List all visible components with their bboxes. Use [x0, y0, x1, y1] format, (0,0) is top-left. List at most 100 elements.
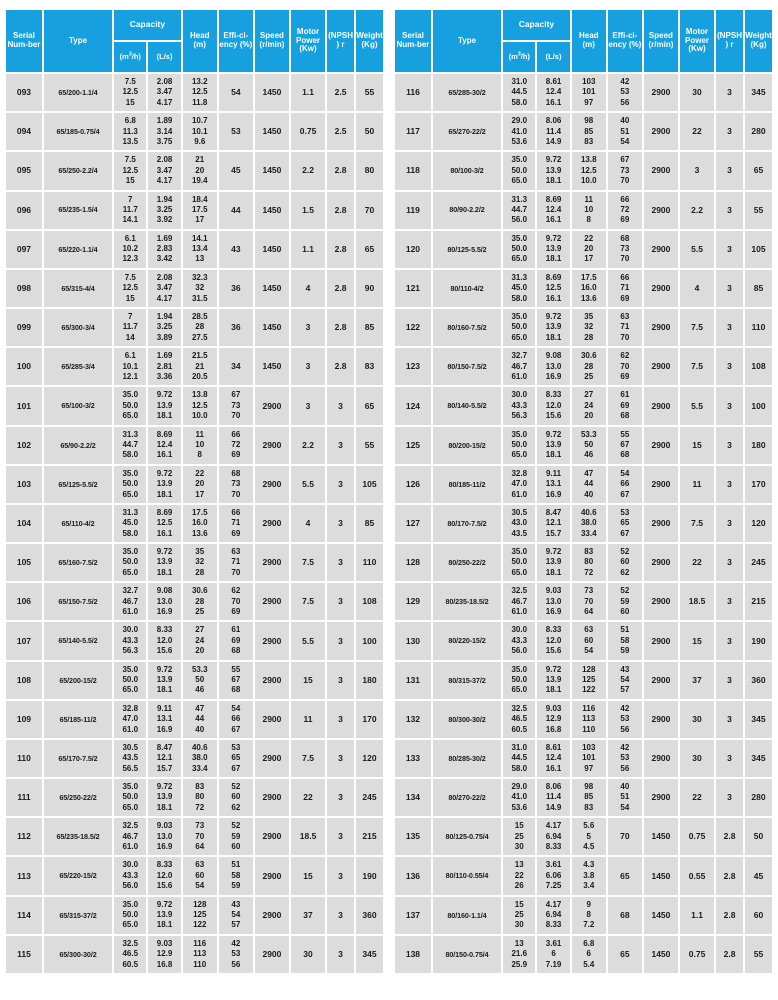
table-row: 102 65/90-2.2/2 31.3 44.7 58.0 8.69 12.4 16… — [6, 426, 383, 464]
cell-npshr: 3 — [327, 504, 354, 543]
cell-capacity-m3h: 31.3 44.7 58.0 — [114, 426, 147, 464]
cell-weight: 105 — [356, 465, 383, 503]
cell-type: 65/270-22/2 — [432, 113, 502, 151]
cell-speed: 1450 — [643, 935, 678, 973]
cell-efficiency: 55 67 68 — [607, 426, 642, 464]
cell-efficiency: 54 — [218, 74, 253, 112]
cell-npshr: 3 — [716, 152, 743, 190]
cell-head: 40.6 38.0 33.4 — [571, 504, 606, 543]
cell-head: 53.3 50 46 — [571, 426, 606, 464]
cell-type: 80/220-15/2 — [432, 622, 502, 660]
cell-serial-number: 138 — [395, 935, 431, 973]
cell-capacity-m3h: 32.5 46.7 61.0 — [503, 583, 536, 621]
table-row: 126 80/185-11/2 32.8 47.0 61.0 9.11 13.1 16… — [395, 465, 772, 503]
cell-npshr: 2.8 — [327, 152, 354, 190]
cell-serial-number: 124 — [395, 387, 431, 425]
cell-npshr: 3 — [716, 544, 743, 582]
cell-efficiency: 52 60 62 — [607, 544, 642, 582]
cell-type: 65/285-30/2 — [432, 74, 502, 112]
cell-efficiency: 54 66 67 — [218, 700, 253, 738]
cell-weight: 108 — [745, 348, 772, 386]
col-header-npshr: (NPSH) r — [716, 10, 743, 72]
cell-motor-power: 4 — [290, 269, 326, 308]
table-row: 128 80/250-22/2 35.0 50.0 65.0 9.72 13.9 18… — [395, 544, 772, 582]
cell-motor-power: 18.5 — [679, 583, 715, 621]
cell-type: 80/100-3/2 — [432, 152, 502, 190]
table-row: 100 65/285-3/4 6.1 10.1 12.1 1.69 2.81 3.36… — [6, 348, 383, 386]
cell-capacity-ls: 9.72 13.9 18.1 — [148, 779, 181, 817]
cell-head: 103 101 97 — [571, 74, 606, 112]
col-header-serial-number: Serial Num-ber — [6, 10, 42, 72]
cell-capacity-m3h: 31.3 45.0 58.0 — [114, 504, 147, 543]
cell-type: 65/160-7.5/2 — [43, 544, 113, 582]
cell-type: 80/110-4/2 — [432, 269, 502, 308]
cell-type: 65/250-22/2 — [43, 779, 113, 817]
cell-type: 80/140-5.5/2 — [432, 387, 502, 425]
cell-npshr: 3 — [327, 426, 354, 464]
cell-capacity-m3h: 35.0 50.0 65.0 — [503, 152, 536, 190]
cell-serial-number: 099 — [6, 309, 42, 347]
cell-weight: 55 — [356, 426, 383, 464]
cell-type: 80/235-18.5/2 — [432, 583, 502, 621]
cell-capacity-m3h: 31.0 44.5 58.0 — [503, 739, 536, 778]
cell-motor-power: 15 — [679, 426, 715, 464]
cell-serial-number: 113 — [6, 857, 42, 895]
cell-speed: 2900 — [643, 661, 678, 699]
cell-capacity-m3h: 30.0 43.3 56.3 — [503, 387, 536, 425]
cell-motor-power: 22 — [679, 113, 715, 151]
col-header-weight: Weight (Kg) — [745, 10, 772, 72]
cell-capacity-ls: 9.72 13.9 18.1 — [537, 230, 570, 268]
cell-npshr: 3 — [327, 818, 354, 856]
col-header-type: Type — [432, 10, 502, 72]
cell-type: 65/300-3/4 — [43, 309, 113, 347]
cell-npshr: 2.8 — [716, 935, 743, 973]
cell-capacity-m3h: 6.1 10.2 12.3 — [114, 230, 147, 268]
table-header-left: Serial Num-ber Type Capacity Head (m) Ef… — [6, 10, 383, 72]
cell-motor-power: 11 — [679, 465, 715, 503]
cell-capacity-ls: 9.03 12.9 16.8 — [537, 700, 570, 738]
cell-weight: 170 — [745, 465, 772, 503]
header-row-top: Serial Num-ber Type Capacity Head (m) Ef… — [6, 10, 383, 72]
cell-speed: 2900 — [643, 544, 678, 582]
cell-npshr: 3 — [327, 622, 354, 660]
cell-motor-power: 7.5 — [290, 544, 326, 582]
cell-efficiency: 42 53 56 — [607, 739, 642, 778]
cell-weight: 105 — [745, 230, 772, 268]
cell-npshr: 2.8 — [327, 230, 354, 268]
cell-motor-power: 37 — [290, 896, 326, 934]
cell-weight: 180 — [745, 426, 772, 464]
cell-weight: 85 — [356, 504, 383, 543]
cell-capacity-ls: 2.08 3.47 4.17 — [148, 269, 181, 308]
cell-head: 27 24 20 — [182, 622, 217, 660]
cell-head: 63 60 54 — [182, 857, 217, 895]
cell-npshr: 3 — [716, 739, 743, 778]
cell-speed: 2900 — [254, 779, 289, 817]
table-body-right: 116 65/285-30/2 31.0 44.5 58.0 8.61 12.4 16… — [395, 74, 772, 973]
table-row: 097 65/220-1.1/4 6.1 10.2 12.3 1.69 2.83 3.… — [6, 230, 383, 268]
cell-motor-power: 7.5 — [679, 504, 715, 543]
cell-type: 65/185-0.75/4 — [43, 113, 113, 151]
cell-serial-number: 122 — [395, 309, 431, 347]
cell-weight: 245 — [745, 544, 772, 582]
cell-motor-power: 7.5 — [290, 739, 326, 778]
cell-npshr: 3 — [716, 583, 743, 621]
cell-head: 116 113 110 — [571, 700, 606, 738]
cell-capacity-m3h: 30.0 43.3 56.0 — [503, 622, 536, 660]
cell-motor-power: 4 — [679, 269, 715, 308]
cell-capacity-ls: 1.94 3.25 3.89 — [148, 309, 181, 347]
col-header-efficiency: Effi-ci-ency (%) — [607, 10, 642, 72]
cell-motor-power: 1.5 — [290, 191, 326, 229]
col-header-npshr: (NPSH) r — [327, 10, 354, 72]
cell-npshr: 3 — [327, 857, 354, 895]
cell-efficiency: 55 67 68 — [218, 661, 253, 699]
cell-efficiency: 63 71 70 — [218, 544, 253, 582]
cell-speed: 1450 — [254, 152, 289, 190]
cell-npshr: 3 — [716, 661, 743, 699]
cell-speed: 2900 — [643, 700, 678, 738]
table-row: 138 80/150-0.75/4 13 21.6 25.9 3.61 6 7.19 6… — [395, 935, 772, 973]
cell-motor-power: 0.75 — [679, 818, 715, 856]
table-row: 123 80/150-7.5/2 32.7 46.7 61.0 9.08 13.0 1… — [395, 348, 772, 386]
cell-weight: 85 — [745, 269, 772, 308]
cell-speed: 2900 — [254, 896, 289, 934]
cell-npshr: 3 — [327, 779, 354, 817]
